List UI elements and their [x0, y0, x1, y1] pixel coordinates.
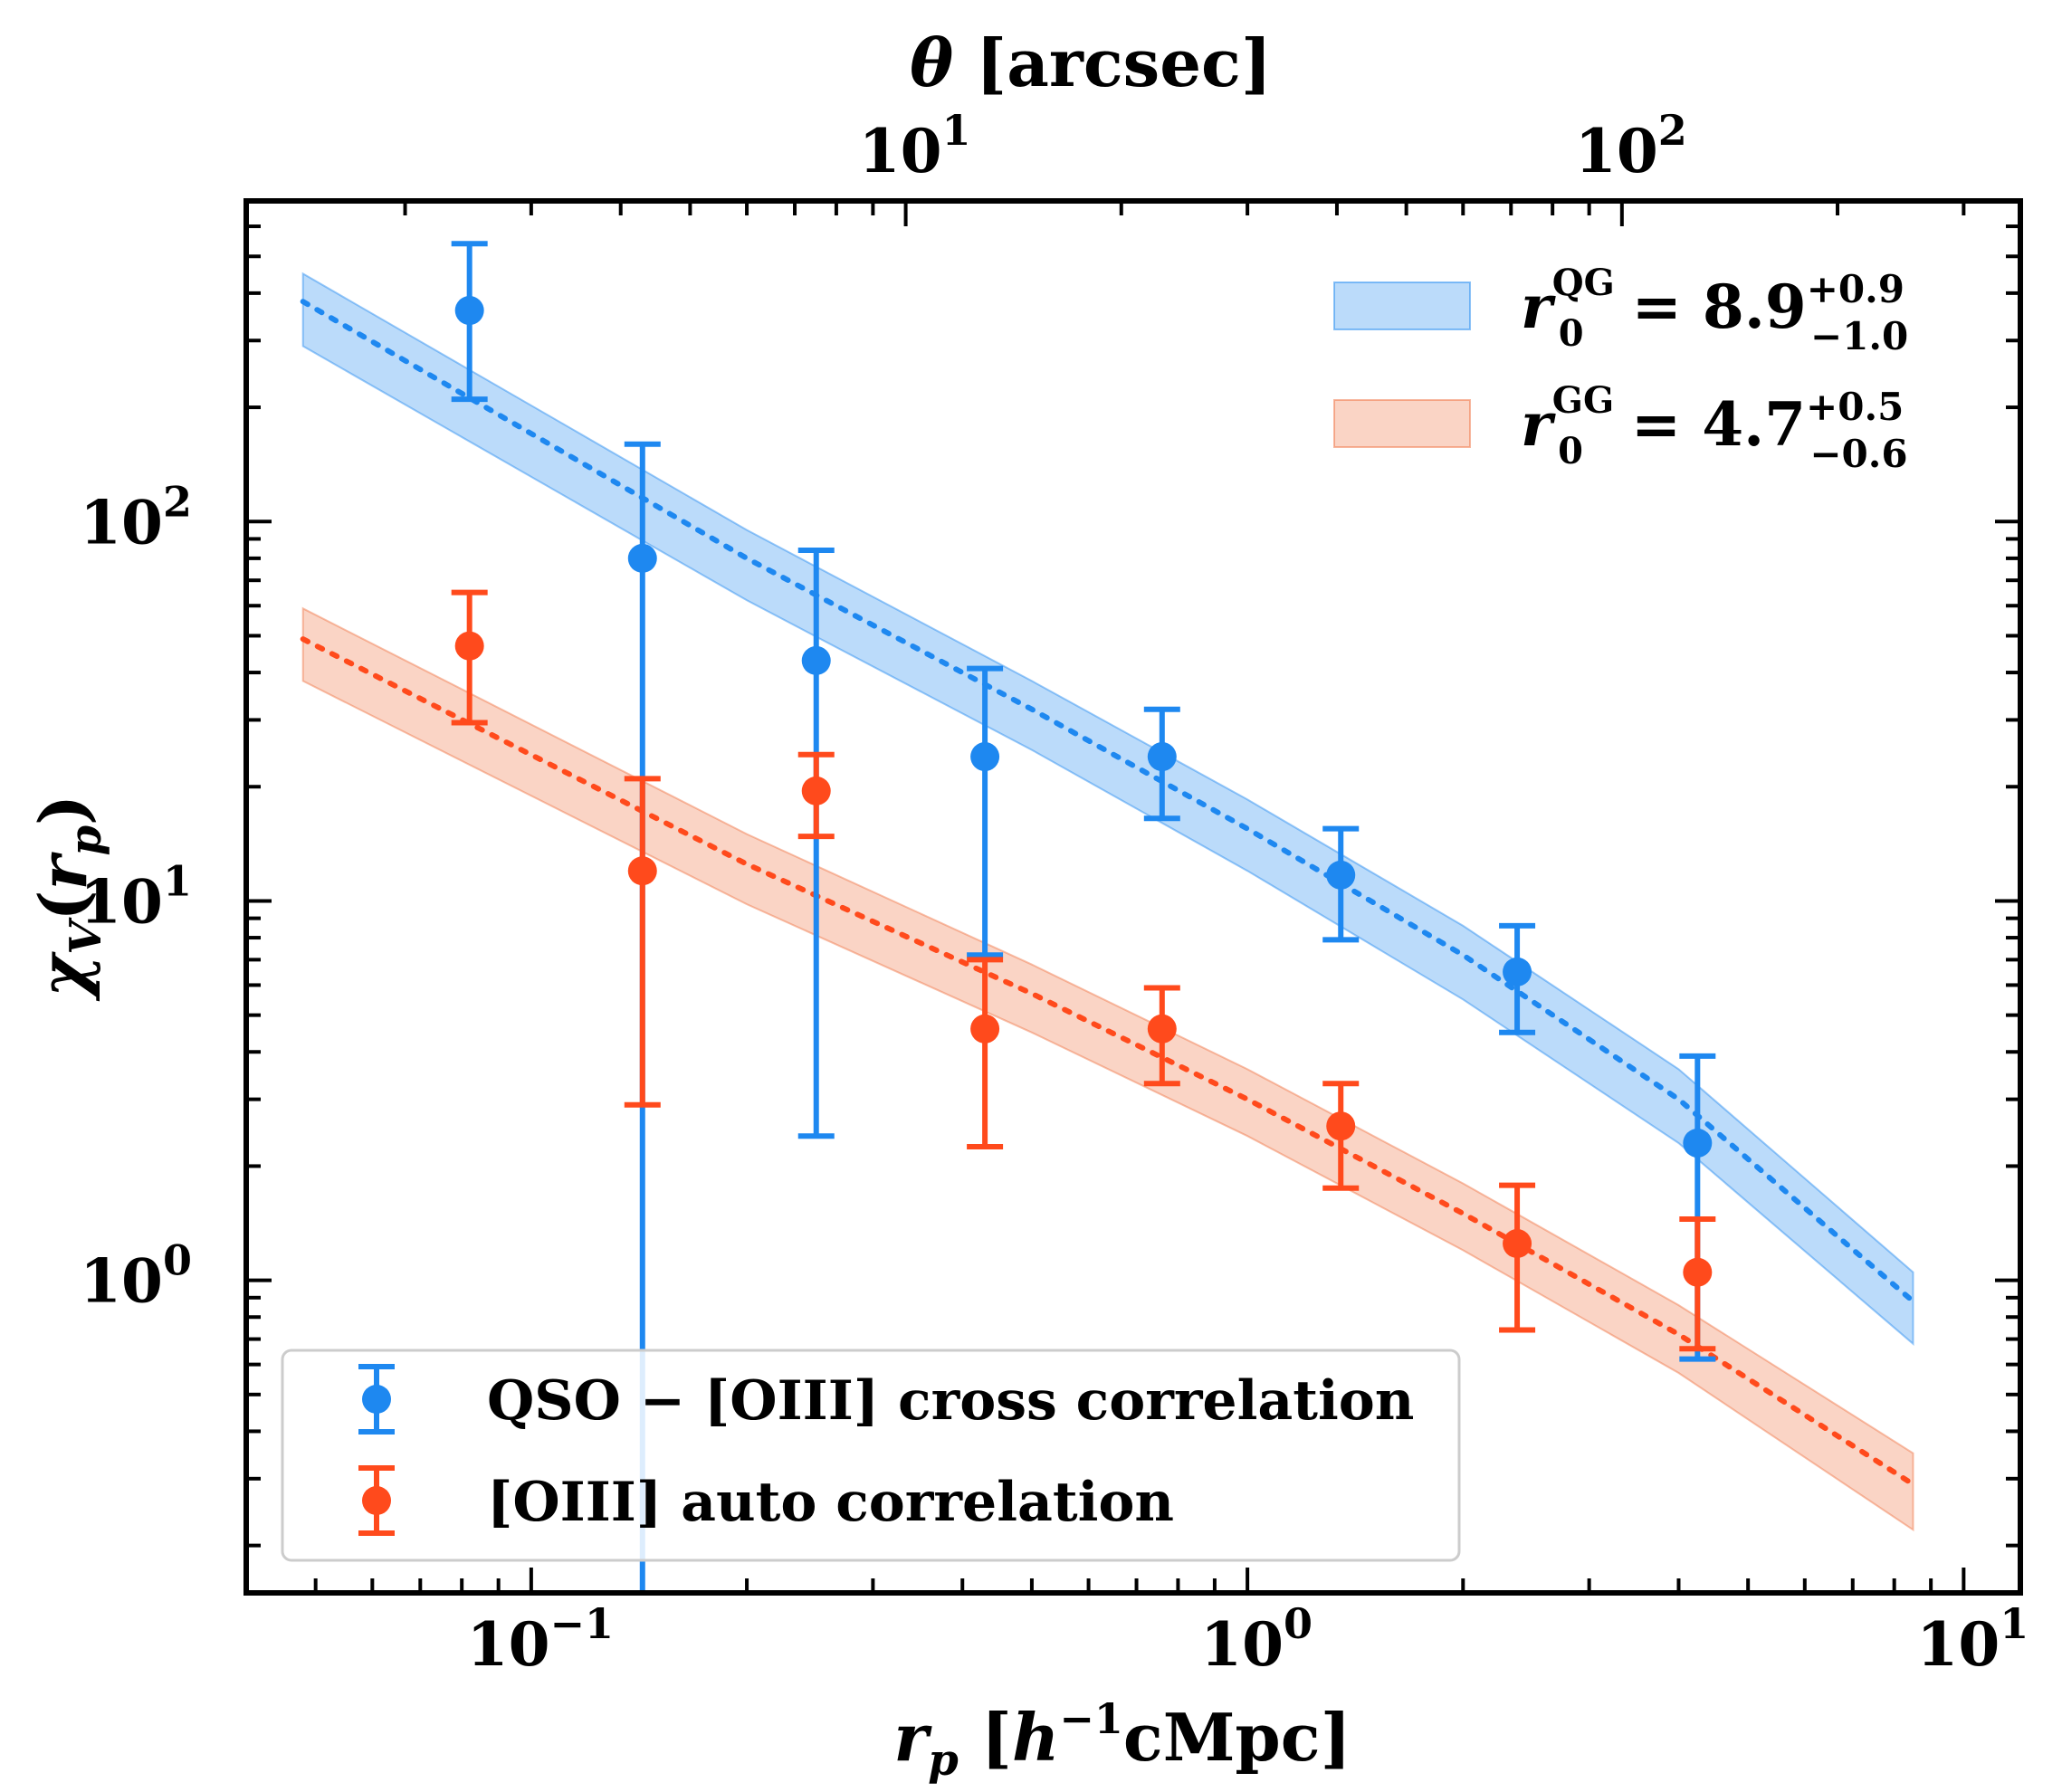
errorbars-layer: [451, 241, 1716, 1593]
legend-band-swatch-QG: [1333, 281, 1471, 330]
band-GG: [301, 606, 1914, 1532]
legend-band-label-QG: rQG 0 = 8.9+0.9 −1.0: [1521, 262, 1908, 358]
legend-band-swatch-GG: [1333, 399, 1471, 448]
legend-marker-1: [362, 1486, 391, 1515]
legend-points-items: QSO − [OIII] cross correlation [OIII] aut…: [358, 1364, 1414, 1536]
point-s0-5: [1326, 860, 1356, 890]
point-s1-5: [1326, 1111, 1356, 1141]
plot-frame: [243, 198, 2023, 1596]
bands-layer: [300, 272, 1916, 1532]
x-tick-label-2: 101: [1916, 1599, 2029, 1680]
x-tick-label-1: 100: [1200, 1599, 1313, 1680]
point-s1-1: [627, 856, 657, 886]
x-tick-label-0: 10−1: [467, 1599, 614, 1680]
point-s0-7: [1683, 1128, 1713, 1158]
top-x-axis-title: θ [arcsec]: [910, 24, 1272, 101]
legend-series-label-1: [OIII] auto correlation: [487, 1471, 1174, 1534]
point-s0-3: [970, 742, 1000, 772]
point-s1-3: [970, 1014, 1000, 1044]
x-axis-title: rp [h−1cMpc]: [893, 1694, 1351, 1786]
point-s0-6: [1503, 957, 1532, 987]
top-x-tick-label-1: 102: [1575, 106, 1687, 186]
y-tick-label-2: 102: [80, 477, 192, 558]
legend-points: QSO − [OIII] cross correlation [OIII] aut…: [281, 1349, 1461, 1562]
point-s1-0: [454, 631, 484, 661]
point-s1-6: [1503, 1229, 1532, 1259]
point-s1-4: [1147, 1014, 1177, 1044]
point-s1-7: [1683, 1257, 1713, 1287]
legend-marker-0: [362, 1385, 391, 1414]
point-s0-4: [1147, 742, 1177, 772]
legend-series-label-0: QSO − [OIII] cross correlation: [487, 1369, 1414, 1433]
y-tick-label-0: 100: [80, 1236, 192, 1317]
model-line-QG: [300, 299, 1916, 1304]
band-QG: [301, 272, 1914, 1346]
y-tick-label-1: 101: [80, 856, 192, 937]
point-s1-2: [801, 776, 831, 805]
point-s0-2: [801, 645, 831, 675]
y-axis-title: χV(rp): [24, 795, 111, 1002]
y-axis-title-group: χV(rp): [24, 795, 111, 1002]
top-x-tick-label-0: 101: [859, 106, 971, 186]
legend-band-label-GG: rGG 0 = 4.7+0.5 −0.6: [1521, 379, 1908, 476]
point-s0-1: [627, 543, 657, 573]
model-line-GG: [300, 636, 1916, 1487]
legend-bands: rQG 0 = 8.9+0.9 −1.0 rGG 0 = 4.7+0.5 −0.6: [1333, 262, 1908, 476]
legend-points-frame: [281, 1349, 1461, 1562]
point-s0-0: [454, 296, 484, 326]
